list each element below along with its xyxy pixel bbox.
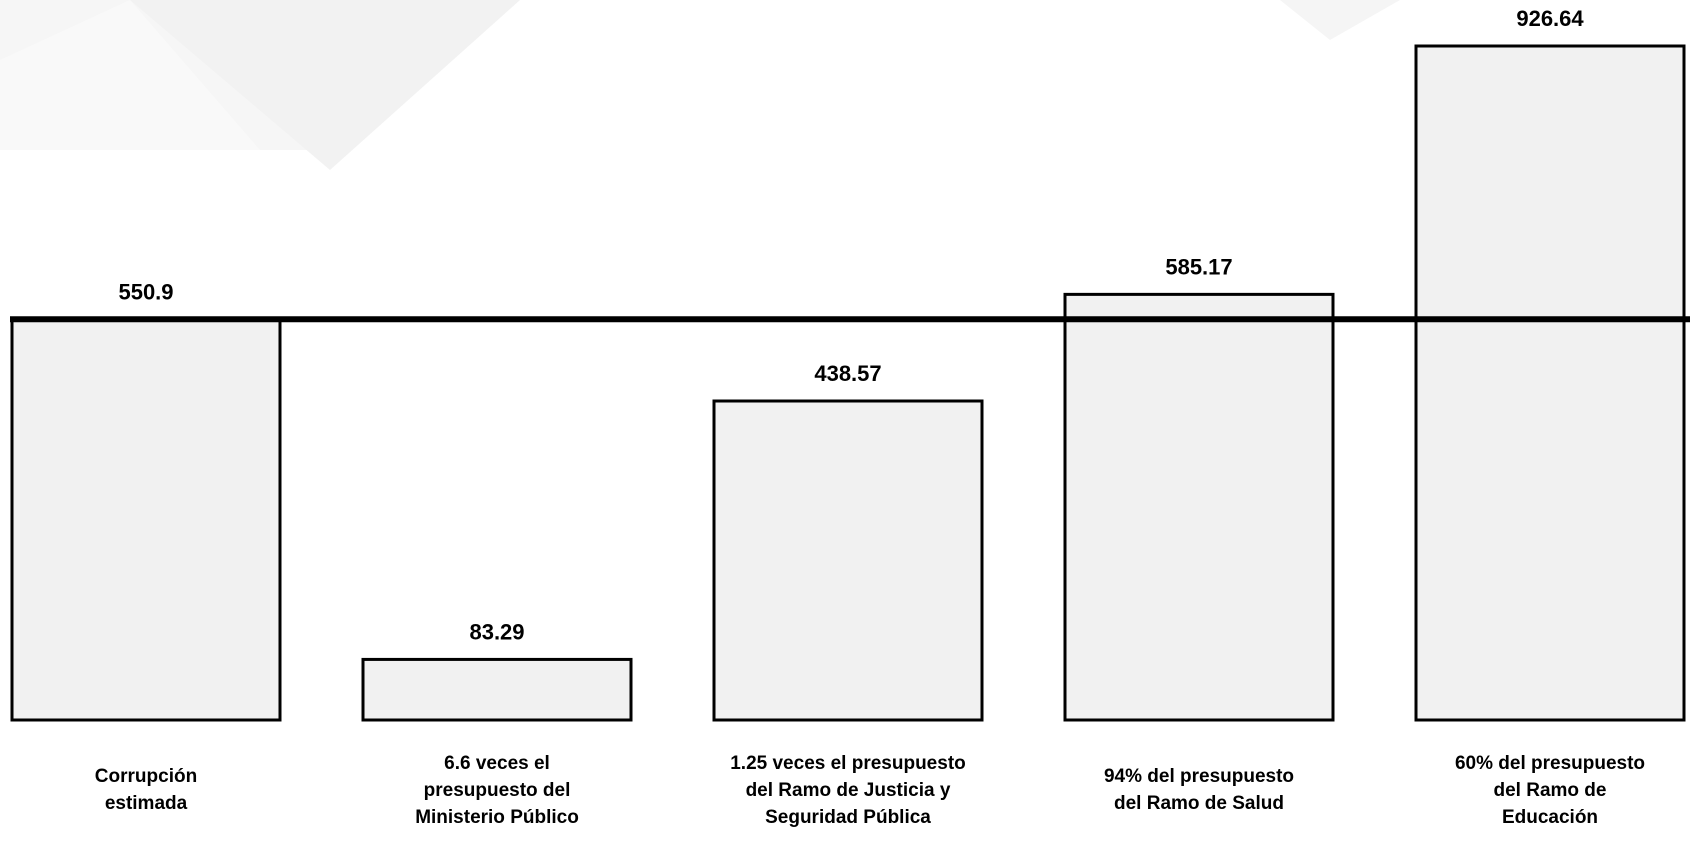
bar-3 [712,399,984,722]
category-label-line: del Ramo de [1493,779,1607,801]
value-label-4: 585.17 [1165,254,1232,279]
category-label-line: Seguridad Pública [765,806,931,828]
category-label-line: Ministerio Público [415,806,579,828]
value-label-2: 83.29 [469,619,524,644]
category-label-5: 60% del presupuesto del Ramo de Educación [1400,750,1690,831]
value-label-1: 550.9 [118,279,173,304]
bar-4 [1063,292,1335,722]
category-label-line: 1.25 veces el presupuesto [730,752,966,774]
category-label-line: del Ramo de Salud [1114,793,1284,814]
category-label-line: 60% del presupuesto [1454,752,1646,774]
category-label-line: presupuesto del [423,779,571,801]
category-label-1: Corrupción estimada [0,763,296,817]
bar-5 [1414,44,1686,722]
category-label-line: del Ramo de Justicia y [745,779,951,801]
bar-1 [10,317,282,722]
bar-2 [361,657,633,722]
category-label-line: Corrupción [94,766,198,787]
category-label-line: 6.6 veces el [444,752,550,774]
value-label-3: 438.57 [814,361,881,386]
category-label-line: Educación [1501,806,1599,828]
category-label-line: 94% del presupuesto [1103,766,1295,787]
category-label-2: 6.6 veces el presupuesto del Ministerio Pú… [347,750,647,831]
category-label-4: 94% del presupuesto del Ramo de Salud [1049,763,1349,817]
value-label-5: 926.64 [1516,6,1584,31]
category-label-line: estimada [104,793,188,814]
category-label-3: 1.25 veces el presupuesto del Ramo de Jus… [698,750,998,831]
